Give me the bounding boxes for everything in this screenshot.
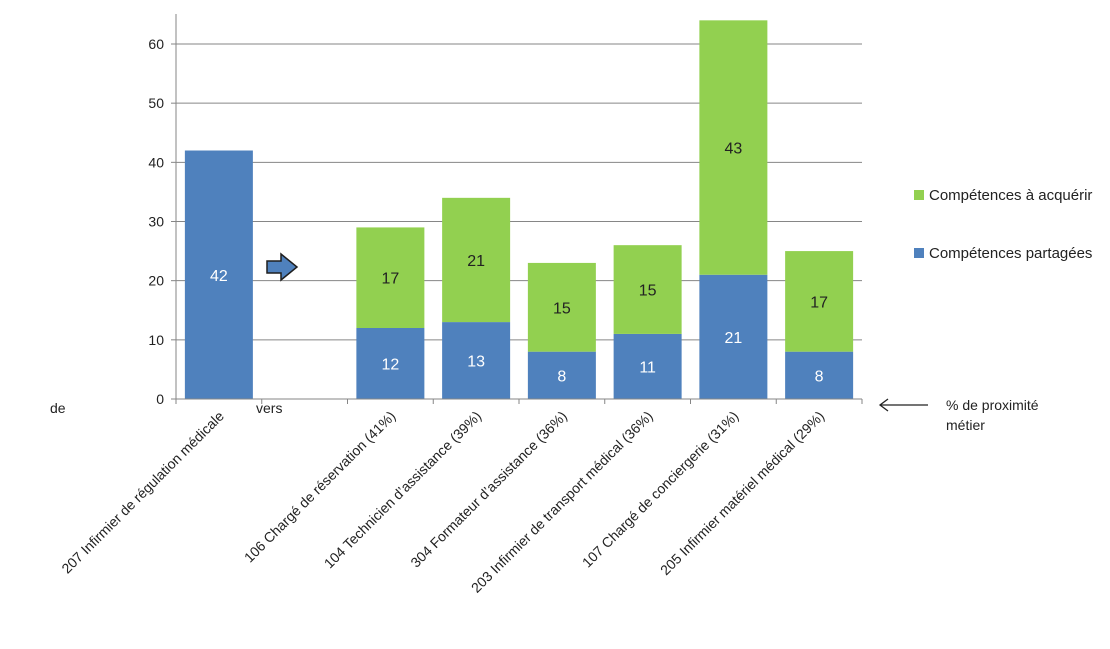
y-tick-label: 60 bbox=[148, 36, 164, 52]
data-labels: 42 12 17 13 21 8 15 11 15 21 43 8 17 bbox=[210, 141, 828, 386]
data-label: 11 bbox=[639, 359, 656, 376]
y-tick-label: 10 bbox=[148, 332, 164, 348]
bar-segment bbox=[527, 262, 596, 352]
bar-segment bbox=[442, 322, 511, 399]
y-axis-ticks: 0 10 20 30 40 50 60 bbox=[148, 36, 176, 407]
data-label: 13 bbox=[467, 354, 485, 371]
category-label: 205 Infirmier matériel médical (29%) bbox=[657, 408, 827, 578]
right-arrow-icon bbox=[266, 252, 299, 282]
bar-segment bbox=[699, 20, 768, 275]
legend-swatch bbox=[914, 248, 924, 258]
data-label: 15 bbox=[639, 283, 657, 300]
bar-segment bbox=[356, 227, 425, 328]
legend-label: Compétences à acquérir bbox=[929, 187, 1092, 204]
data-label: 21 bbox=[467, 253, 485, 270]
y-tick-label: 30 bbox=[148, 214, 164, 230]
bar-segment bbox=[785, 351, 854, 399]
category-label: 203 Infirmier de transport médical (36%) bbox=[468, 408, 656, 596]
data-label: 8 bbox=[815, 368, 824, 385]
annotation-vers: vers bbox=[256, 400, 282, 416]
bars bbox=[184, 20, 854, 399]
y-tick-label: 50 bbox=[148, 95, 164, 111]
annotation-de: de bbox=[50, 400, 66, 416]
annotation-proximite-line-1: % de proximité bbox=[946, 397, 1039, 413]
data-label: 42 bbox=[210, 268, 228, 285]
legend-swatch bbox=[914, 190, 924, 200]
legend: Compétences à acquérir Compétences partag… bbox=[914, 187, 1092, 262]
bar-segment bbox=[356, 328, 425, 399]
data-label: 43 bbox=[724, 141, 742, 158]
left-arrow-icon bbox=[878, 398, 928, 412]
bar-segment bbox=[442, 197, 511, 323]
x-axis-category-labels: 207 Infirmier de régulation médicale 106 … bbox=[58, 408, 827, 596]
y-tick-label: 20 bbox=[148, 273, 164, 289]
category-label: 304 Formateur d’assistance (36%) bbox=[407, 408, 570, 571]
annotation-proximite: % de proximité métier bbox=[946, 397, 1042, 433]
bar-segment bbox=[613, 333, 682, 399]
legend-label: Compétences partagées bbox=[929, 245, 1092, 262]
bar-segment bbox=[699, 274, 768, 399]
annotation-proximite-line-2: métier bbox=[946, 417, 985, 433]
data-label: 12 bbox=[381, 357, 399, 374]
data-label: 8 bbox=[557, 368, 566, 385]
axes bbox=[175, 14, 863, 404]
data-label: 21 bbox=[724, 330, 742, 347]
data-label: 15 bbox=[553, 300, 571, 317]
category-label: 104 Technicien d’assistance (39%) bbox=[321, 408, 485, 572]
y-tick-label: 0 bbox=[156, 391, 164, 407]
category-label: 207 Infirmier de régulation médicale bbox=[58, 408, 227, 577]
bar-segment bbox=[785, 251, 854, 352]
category-label: 107 Chargé de conciergerie (31%) bbox=[579, 408, 742, 571]
bar-segment bbox=[613, 245, 682, 334]
bar-segment bbox=[527, 351, 596, 399]
data-label: 17 bbox=[381, 271, 399, 288]
y-tick-label: 40 bbox=[148, 154, 164, 170]
data-label: 17 bbox=[810, 294, 828, 311]
bar-segment bbox=[184, 150, 253, 399]
category-label: 106 Chargé de réservation (41%) bbox=[241, 408, 399, 566]
